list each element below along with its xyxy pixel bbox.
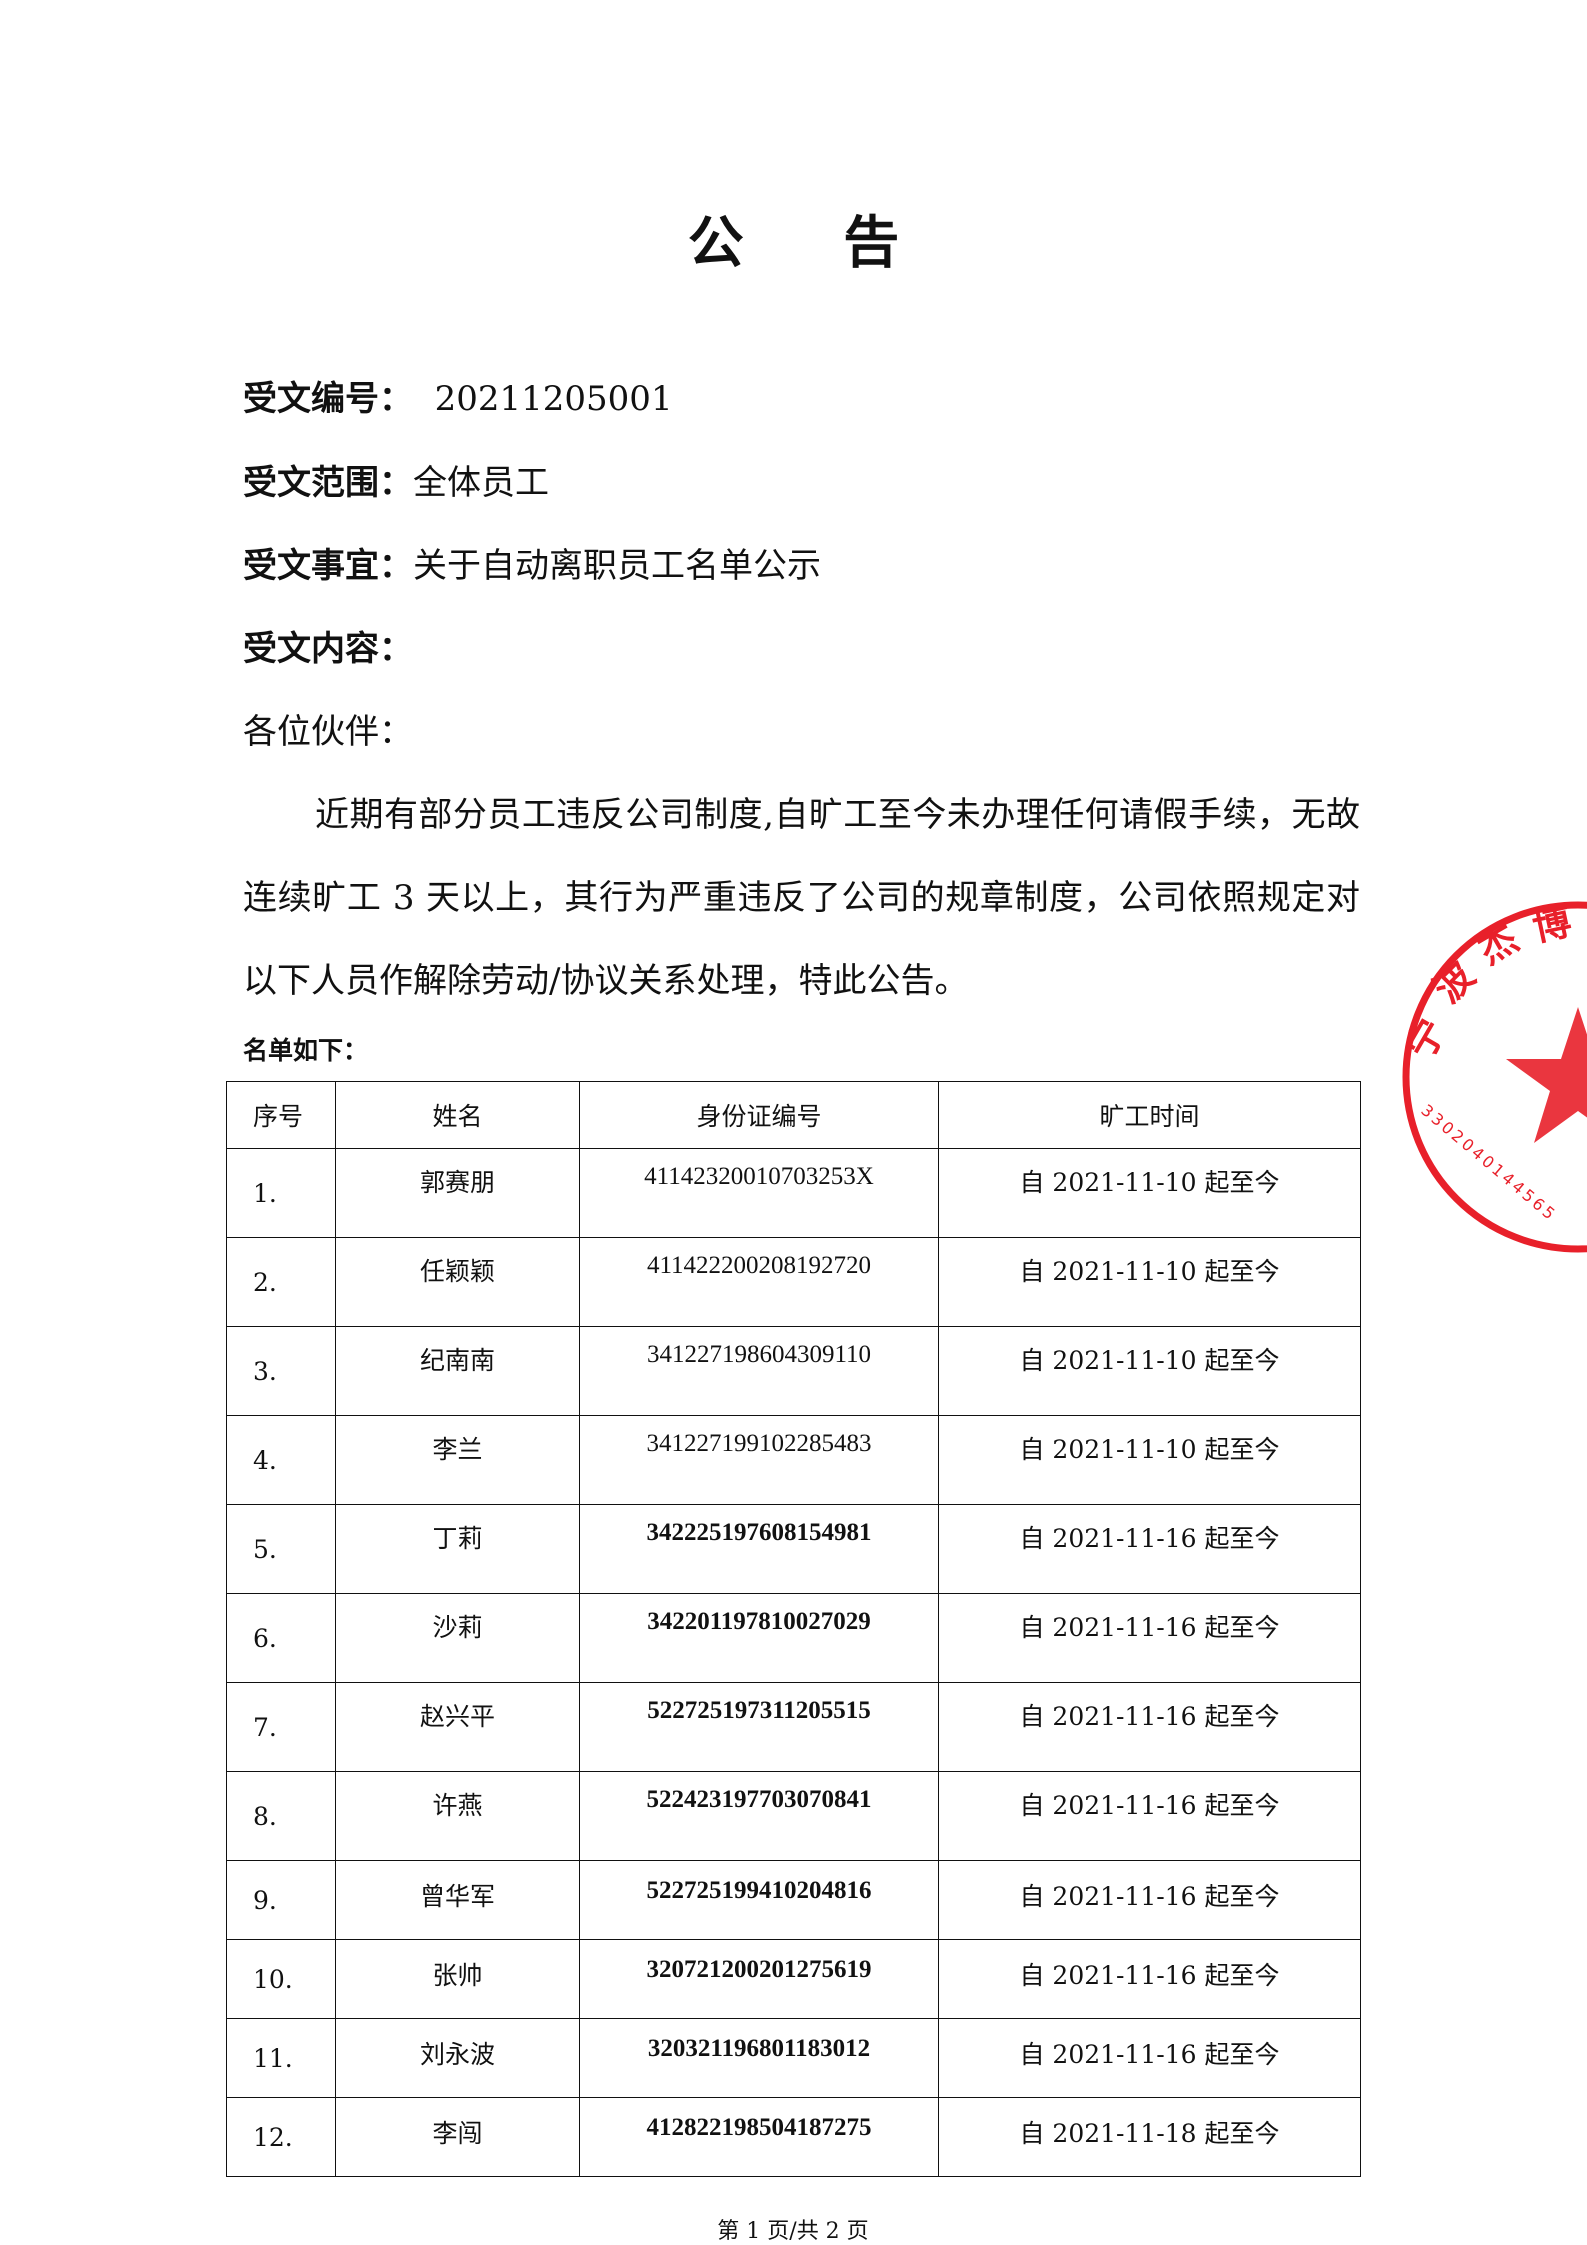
- cell-id: 341227198604309110: [579, 1326, 939, 1416]
- document-matter: 受文事宜：关于自动离职员工名单公示: [243, 546, 821, 586]
- document-scope: 受文范围：全体员工: [243, 463, 549, 503]
- seal-char: 杰: [1471, 916, 1526, 973]
- cell-id: 342225197608154981: [579, 1504, 939, 1594]
- company-seal: 宁 波 杰 博 3302040144565: [1398, 899, 1587, 1253]
- header-id: 身份证编号: [579, 1081, 939, 1149]
- scope-value: 全体员工: [413, 463, 549, 503]
- cell-name: 赵兴平: [335, 1682, 580, 1772]
- cell-id: 522423197703070841: [579, 1771, 939, 1861]
- table-row: 12. 李闯 412822198504187275 自 2021-11-18 起至今: [226, 2097, 1361, 2177]
- header-seq: 序号: [226, 1081, 336, 1149]
- cell-name: 郭赛朋: [335, 1148, 580, 1238]
- cell-name: 刘永波: [335, 2018, 580, 2098]
- table-row: 1. 郭赛朋 41142320010703253X 自 2021-11-10 起至今: [226, 1148, 1361, 1238]
- cell-id: 342201197810027029: [579, 1593, 939, 1683]
- cell-date: 自 2021-11-16 起至今: [938, 1682, 1361, 1772]
- dismissal-table: 序号 姓名 身份证编号 旷工时间 1. 郭赛朋 41142320010703253X…: [226, 1081, 1361, 2177]
- matter-label: 受文事宜：: [243, 546, 413, 586]
- cell-name: 沙莉: [335, 1593, 580, 1683]
- seal-char: 博: [1529, 899, 1575, 950]
- cell-seq: 3.: [226, 1326, 336, 1416]
- cell-date: 自 2021-11-16 起至今: [938, 1771, 1361, 1861]
- cell-seq: 2.: [226, 1237, 336, 1327]
- cell-seq: 4.: [226, 1415, 336, 1505]
- cell-id: 320721200201275619: [579, 1939, 939, 2019]
- cell-seq: 7.: [226, 1682, 336, 1772]
- cell-seq: 11.: [226, 2018, 336, 2098]
- cell-seq: 9.: [226, 1860, 336, 1940]
- cell-id: 412822198504187275: [579, 2097, 939, 2177]
- table-row: 7. 赵兴平 522725197311205515 自 2021-11-16 起至今: [226, 1682, 1361, 1772]
- seal-ring: [1402, 901, 1587, 1253]
- table-row: 2. 任颖颖 411422200208192720 自 2021-11-10 起至今: [226, 1237, 1361, 1327]
- cell-date: 自 2021-11-16 起至今: [938, 1860, 1361, 1940]
- cell-name: 张帅: [335, 1939, 580, 2019]
- cell-id: 341227199102285483: [579, 1415, 939, 1505]
- cell-seq: 6.: [226, 1593, 336, 1683]
- cell-name: 任颖颖: [335, 1237, 580, 1327]
- body-paragraph: 近期有部分员工违反公司制度,自旷工至今未办理任何请假手续，无故连续旷工 3 天以…: [243, 795, 1360, 1001]
- table-header-row: 序号 姓名 身份证编号 旷工时间: [226, 1081, 1361, 1149]
- cell-date: 自 2021-11-16 起至今: [938, 1593, 1361, 1683]
- cell-date: 自 2021-11-10 起至今: [938, 1237, 1361, 1327]
- document-content: 受文内容：: [243, 629, 413, 669]
- cell-date: 自 2021-11-16 起至今: [938, 1504, 1361, 1594]
- header-date: 旷工时间: [938, 1081, 1361, 1149]
- cell-id: 411422200208192720: [579, 1237, 939, 1327]
- table-row: 10. 张帅 320721200201275619 自 2021-11-16 起至今: [226, 1939, 1361, 2019]
- cell-date: 自 2021-11-16 起至今: [938, 2018, 1361, 2098]
- table-row: 3. 纪南南 341227198604309110 自 2021-11-10 起至今: [226, 1326, 1361, 1416]
- matter-value: 关于自动离职员工名单公示: [413, 546, 821, 586]
- table-row: 11. 刘永波 320321196801183012 自 2021-11-16 起至今: [226, 2018, 1361, 2098]
- header-name: 姓名: [335, 1081, 580, 1149]
- number-value: 20211205001: [434, 379, 673, 419]
- cell-seq: 8.: [226, 1771, 336, 1861]
- cell-seq: 12.: [226, 2097, 336, 2177]
- cell-name: 纪南南: [335, 1326, 580, 1416]
- table-row: 9. 曾华军 522725199410204816 自 2021-11-16 起至今: [226, 1860, 1361, 1940]
- table-row: 8. 许燕 522423197703070841 自 2021-11-16 起至今: [226, 1771, 1361, 1861]
- cell-date: 自 2021-11-18 起至今: [938, 2097, 1361, 2177]
- table-row: 5. 丁莉 342225197608154981 自 2021-11-16 起至今: [226, 1504, 1361, 1594]
- cell-name: 曾华军: [335, 1860, 580, 1940]
- content-label: 受文内容：: [243, 629, 413, 669]
- cell-name: 许燕: [335, 1771, 580, 1861]
- table-row: 6. 沙莉 342201197810027029 自 2021-11-16 起至今: [226, 1593, 1361, 1683]
- cell-id: 320321196801183012: [579, 2018, 939, 2098]
- greeting: 各位伙伴：: [243, 712, 413, 752]
- document-number: 受文编号： 20211205001: [243, 379, 673, 419]
- cell-seq: 5.: [226, 1504, 336, 1594]
- cell-date: 自 2021-11-10 起至今: [938, 1415, 1361, 1505]
- document-body: 近期有部分员工违反公司制度,自旷工至今未办理任何请假手续，无故连续旷工 3 天以…: [226, 774, 1361, 2245]
- cell-seq: 10.: [226, 1939, 336, 2019]
- cell-id: 41142320010703253X: [579, 1148, 939, 1238]
- cell-name: 李兰: [335, 1415, 580, 1505]
- cell-id: 522725199410204816: [579, 1860, 939, 1940]
- cell-name: 丁莉: [335, 1504, 580, 1594]
- cell-date: 自 2021-11-10 起至今: [938, 1326, 1361, 1416]
- cell-id: 522725197311205515: [579, 1682, 939, 1772]
- cell-name: 李闯: [335, 2097, 580, 2177]
- list-heading: 名单如下：: [243, 1036, 369, 1065]
- table-row: 4. 李兰 341227199102285483 自 2021-11-10 起至今: [226, 1415, 1361, 1505]
- seal-star-icon: [1506, 1007, 1587, 1143]
- page-title: 公 告: [687, 211, 940, 276]
- scope-label: 受文范围：: [243, 463, 413, 503]
- cell-seq: 1.: [226, 1148, 336, 1238]
- cell-date: 自 2021-11-10 起至今: [938, 1148, 1361, 1238]
- seal-code: 3302040144565: [1417, 1101, 1560, 1226]
- cell-date: 自 2021-11-16 起至今: [938, 1939, 1361, 2019]
- page-number: 第 1 页/共 2 页: [717, 2219, 869, 2244]
- number-label: 受文编号：: [243, 379, 413, 419]
- seal-char: 波: [1425, 953, 1483, 1011]
